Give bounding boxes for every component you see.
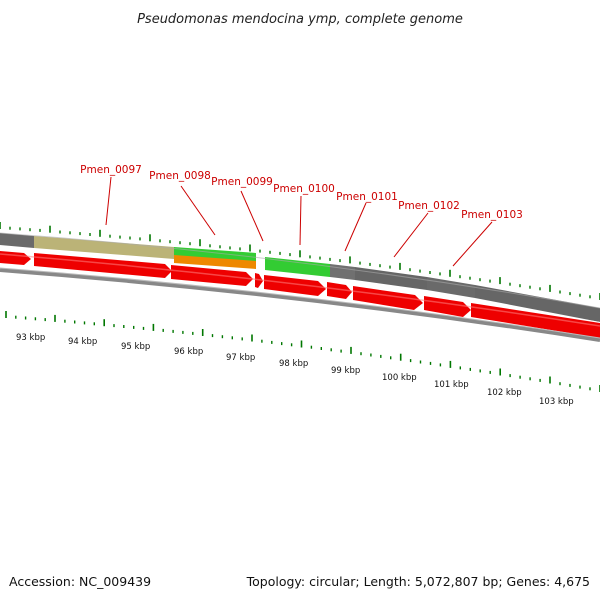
gene-arrow-pmen-0099[interactable]	[255, 273, 263, 288]
gene-label-text[interactable]: Pmen_0098	[149, 170, 211, 182]
genome-summary-text: Topology: circular; Length: 5,072,807 bp…	[246, 574, 590, 589]
kbp-label: 101 kbp	[434, 380, 469, 390]
gray-feature-segment-c[interactable]	[427, 277, 475, 298]
gray-feature-segment-left[interactable]	[0, 233, 34, 248]
kbp-label: 97 kbp	[226, 353, 255, 363]
gene-label-text[interactable]: Pmen_0101	[336, 191, 398, 203]
feature-track	[0, 232, 600, 322]
khaki-feature-segment[interactable]	[34, 236, 174, 259]
gene-arrow-pmen-0098[interactable]	[171, 265, 253, 286]
kbp-label: 103 kbp	[539, 397, 574, 407]
gene-arrow-pmen-0102[interactable]	[353, 286, 423, 310]
kbp-label: 98 kbp	[279, 359, 308, 369]
gene-label-text[interactable]: Pmen_0100	[273, 183, 335, 195]
gene-label-text[interactable]: Pmen_0102	[398, 200, 460, 212]
gene-label-text[interactable]: Pmen_0097	[80, 164, 142, 176]
gene-track	[0, 251, 600, 338]
gene-label-pmen-0097[interactable]: Pmen_0097	[80, 164, 142, 226]
gene-label-pmen-0103[interactable]: Pmen_0103	[452, 209, 523, 267]
kbp-label: 95 kbp	[121, 342, 150, 352]
gene-labels: Pmen_0097 Pmen_0098 Pmen_0099 Pmen_0100 …	[80, 164, 523, 267]
outer-tick-track	[0, 222, 600, 300]
gene-arrow-pmen-0096[interactable]	[0, 251, 31, 265]
gray-feature-segment-d[interactable]	[475, 285, 600, 322]
gene-label-pmen-0098[interactable]: Pmen_0098	[149, 170, 216, 236]
gene-label-text[interactable]: Pmen_0099	[211, 176, 273, 188]
kbp-label: 100 kbp	[382, 373, 417, 383]
kbp-label: 94 kbp	[68, 337, 97, 347]
gene-label-pmen-0099[interactable]: Pmen_0099	[211, 176, 273, 242]
gene-arrow-pmen-0100[interactable]	[264, 275, 326, 296]
kbp-label: 99 kbp	[331, 366, 360, 376]
gene-label-pmen-0100[interactable]: Pmen_0100	[273, 183, 335, 246]
kbp-label: 96 kbp	[174, 347, 203, 357]
genome-backbone	[0, 268, 600, 342]
map-title: Pseudomonas mendocina ymp, complete geno…	[137, 12, 463, 27]
kbp-label: 93 kbp	[16, 333, 45, 343]
gene-arrow-pmen-0101[interactable]	[327, 282, 352, 299]
gray-feature-segment-a[interactable]	[330, 264, 355, 280]
accession-text: Accession: NC_009439	[9, 574, 151, 589]
inner-tick-track	[5, 311, 600, 392]
gene-label-text[interactable]: Pmen_0103	[461, 209, 523, 221]
gene-label-pmen-0101[interactable]: Pmen_0101	[336, 191, 398, 252]
orange-feature-segment[interactable]	[174, 255, 256, 269]
gene-label-pmen-0102[interactable]: Pmen_0102	[393, 200, 460, 258]
green-feature-segment-b[interactable]	[265, 257, 330, 277]
kbp-scale: 93 kbp 94 kbp 95 kbp 96 kbp 97 kbp 98 kb…	[16, 333, 574, 407]
kbp-label: 102 kbp	[487, 388, 522, 398]
